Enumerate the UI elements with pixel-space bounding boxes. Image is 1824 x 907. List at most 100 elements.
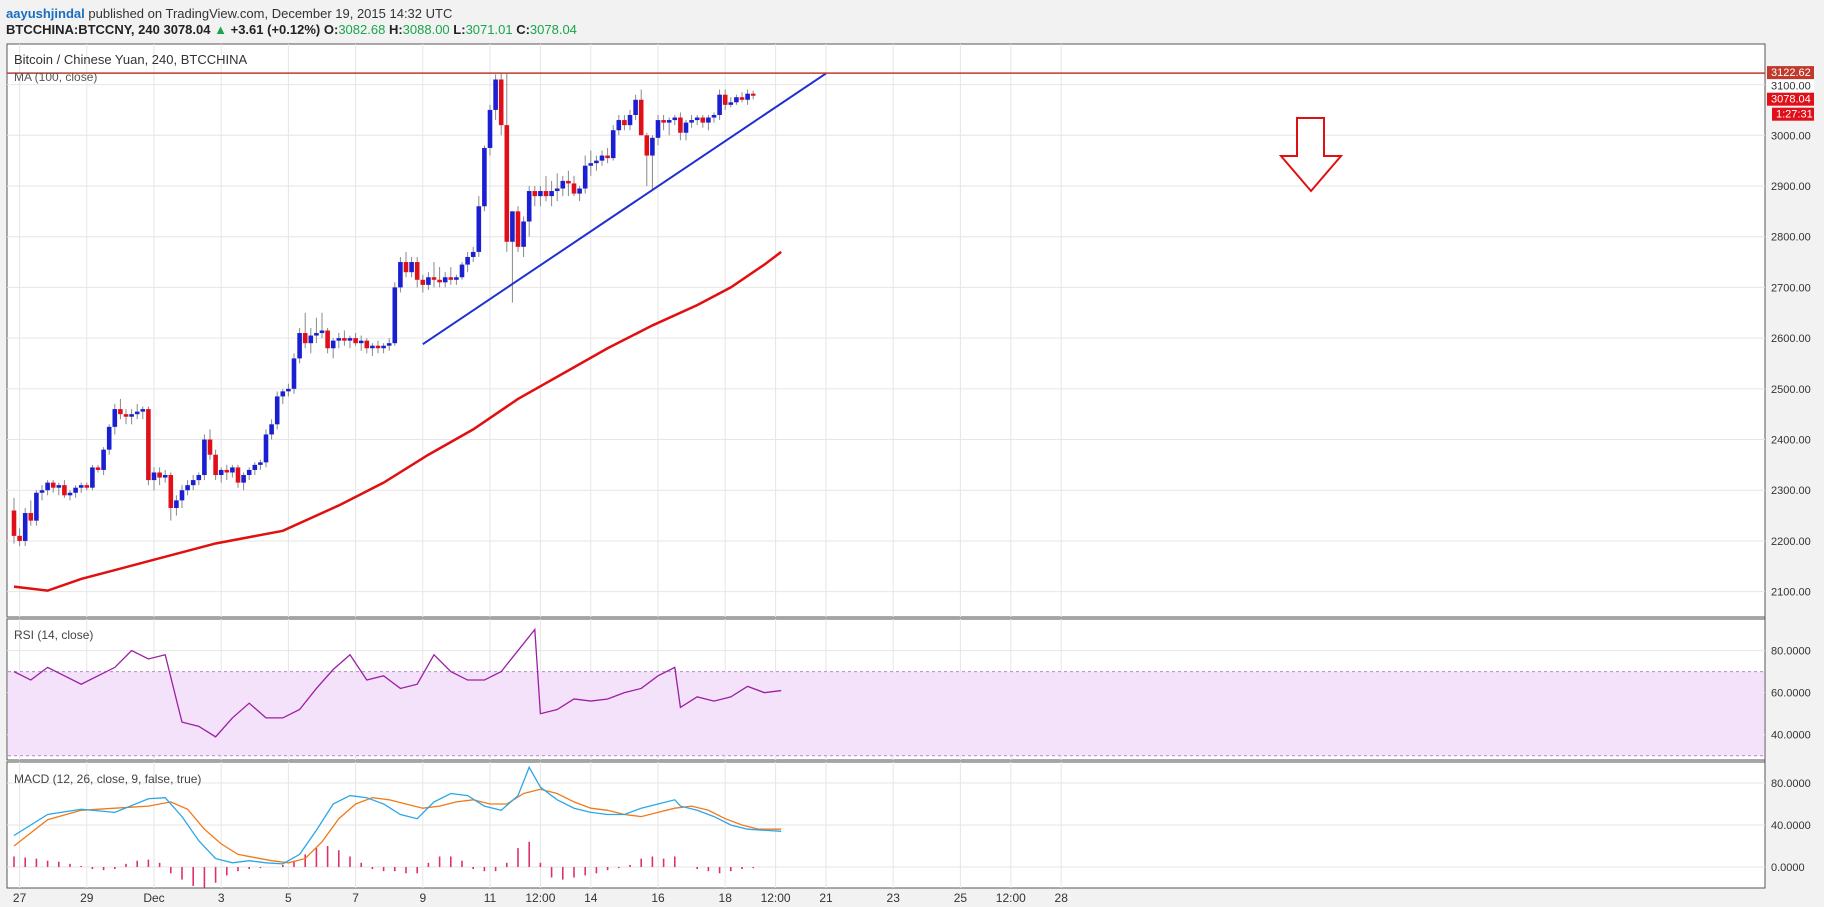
candle-body	[28, 513, 34, 521]
price-tick-label: 2500.00	[1771, 384, 1811, 396]
candle-body	[543, 191, 549, 197]
change-up-icon: ▲	[214, 22, 227, 37]
candle-body	[745, 93, 750, 100]
x-tick-label: 14	[584, 891, 598, 905]
candle-body	[605, 155, 610, 159]
candle-body	[168, 475, 174, 508]
candle-body	[532, 191, 538, 197]
symbol-info: BTCCHINA:BTCCNY, 240 3078.04 ▲ +3.61 (+0…	[6, 22, 577, 37]
price-tag	[1767, 92, 1814, 106]
candle-body	[722, 94, 728, 105]
candle-body	[694, 117, 700, 121]
candle-body	[588, 163, 594, 166]
candle-body	[230, 467, 235, 473]
rsi-band	[8, 671, 1764, 757]
x-tick-label: Dec	[143, 891, 164, 905]
symbol-name: BTCCHINA:BTCCNY, 240	[6, 22, 160, 37]
candle-body	[437, 279, 442, 283]
overlay-lines	[7, 72, 1765, 592]
candle-body	[252, 464, 258, 470]
candle-body	[106, 426, 112, 450]
candle-body	[442, 277, 448, 283]
candle-body	[224, 469, 230, 473]
candle-body	[493, 79, 498, 110]
candle-body	[347, 338, 353, 341]
candle-body	[622, 120, 627, 126]
price-tick-label: 2900.00	[1771, 181, 1811, 193]
rsi-series	[13, 627, 782, 738]
candle-body	[190, 480, 196, 486]
x-tick-label: 12:00	[525, 891, 555, 905]
candle-body	[577, 188, 582, 194]
candle-body	[146, 409, 151, 481]
candle-body	[717, 94, 722, 115]
candle-body	[342, 338, 347, 341]
candle-body	[683, 122, 689, 133]
candle-body	[549, 191, 554, 197]
candle-body	[510, 211, 515, 242]
price-tick-label: 2200.00	[1771, 536, 1811, 548]
x-tick-label: 7	[352, 891, 359, 905]
macd-line	[13, 765, 782, 865]
macd-title: MACD (12, 26, close, 9, false, true)	[14, 772, 201, 786]
candle-body	[118, 409, 123, 415]
candle-body	[302, 333, 308, 344]
candle-body	[470, 251, 476, 257]
x-tick-label: 5	[285, 891, 292, 905]
candle-body	[650, 137, 655, 156]
candle-body	[728, 102, 734, 105]
author-link[interactable]: aayushjindal	[6, 6, 85, 21]
candle-body	[50, 482, 56, 488]
candle-body	[700, 117, 706, 123]
candle-body	[95, 467, 101, 470]
x-tick-label: 27	[13, 891, 27, 905]
candle-body	[151, 472, 157, 481]
candle-body	[325, 330, 330, 349]
candle-body	[504, 125, 510, 242]
x-tick-label: 12:00	[996, 891, 1026, 905]
candle-body	[420, 279, 426, 285]
down-arrow-icon	[1278, 117, 1344, 193]
candle-body	[246, 469, 252, 476]
open-label: O:	[323, 22, 339, 37]
candle-body	[207, 439, 213, 455]
candle-body	[56, 485, 62, 488]
price-tick-label: 2400.00	[1771, 435, 1811, 447]
ma-label: MA (100, close)	[14, 70, 97, 84]
candle-body	[386, 343, 392, 346]
candle-body	[711, 114, 717, 118]
candle-body	[336, 338, 342, 341]
rsi-tick-label: 80.0000	[1771, 646, 1811, 658]
main-pane[interactable]	[6, 43, 1766, 618]
candle-body	[78, 485, 84, 488]
x-tick-label: 16	[651, 891, 665, 905]
countdown-label: 1:27:31	[1776, 109, 1813, 121]
candle-body	[459, 264, 465, 278]
candle-body	[123, 414, 129, 417]
moving-average-line	[13, 250, 782, 592]
candle-body	[381, 345, 386, 349]
candle-body	[73, 487, 78, 493]
candle-body	[594, 160, 599, 164]
candle-body	[616, 120, 622, 131]
candle-body	[515, 211, 521, 247]
close-label: C:	[516, 22, 530, 37]
candle-body	[644, 135, 650, 156]
candle-body	[739, 97, 745, 100]
rsi-band-fill	[8, 671, 1764, 756]
candle-body	[291, 358, 297, 389]
x-tick-label: 3	[218, 891, 225, 905]
candle-body	[196, 475, 202, 481]
candle-body	[426, 277, 431, 285]
rsi-title: RSI (14, close)	[14, 628, 93, 642]
candle-body	[157, 472, 162, 478]
candle-body	[734, 97, 739, 103]
candlestick-series	[11, 73, 756, 547]
candle-body	[689, 120, 694, 123]
candle-body	[235, 467, 241, 483]
macd-tick-label: 40.0000	[1771, 820, 1811, 832]
candle-body	[666, 120, 672, 123]
candle-body	[218, 469, 224, 476]
